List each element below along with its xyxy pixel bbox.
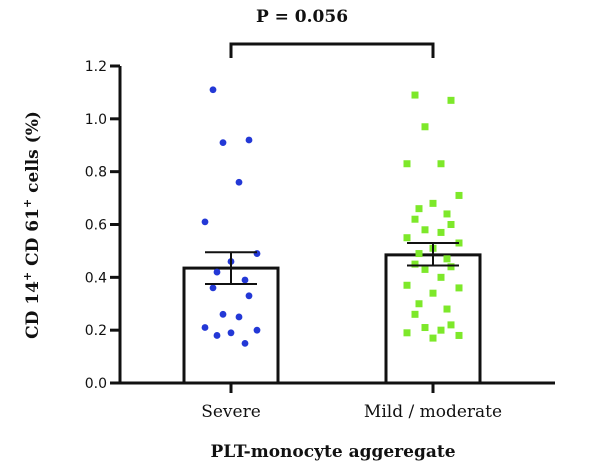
data-point-0-8 [241,276,249,284]
data-point-0-2 [219,139,227,147]
data-point-1-1 [447,96,455,104]
data-point-0-3 [235,178,243,186]
axes-layer [118,66,555,385]
category-labels: Severe Mild / moderate [201,383,502,422]
data-point-1-31 [403,329,411,337]
y-tick-label-5: 1.0 [85,112,107,128]
y-axis-title-part-2: CD 61 [23,208,43,272]
data-point-1-17 [443,255,451,263]
data-point-1-26 [443,305,451,313]
data-point-1-23 [455,284,463,292]
y-tick-label-2: 0.4 [85,270,107,286]
data-point-1-19 [447,263,455,271]
data-point-1-33 [429,334,437,342]
data-point-1-22 [403,281,411,289]
data-point-0-17 [241,339,249,347]
data-point-1-3 [437,160,445,168]
data-point-1-2 [421,123,429,131]
significance-bracket [229,42,435,58]
data-point-1-32 [455,331,463,339]
data-point-1-16 [415,250,423,258]
data-point-0-5 [253,250,261,257]
data-point-1-6 [429,199,437,207]
data-point-0-13 [201,324,209,331]
data-point-0-11 [219,310,227,318]
y-tick-label-3: 0.6 [85,218,107,234]
y-axis-title-part-3: cells (%) [23,111,43,199]
data-point-1-5 [455,191,463,199]
x-axis-title: PLT-monocyte aggeregate [210,442,455,462]
data-point-1-9 [411,215,419,223]
bar-0 [182,266,280,385]
data-point-1-24 [429,289,437,297]
data-point-1-25 [415,300,423,308]
x-tick-label-1: Mild / moderate [364,402,502,422]
y-tick-label-1: 0.2 [85,323,107,339]
x-tick-label-0: Severe [201,402,261,422]
data-point-0-10 [245,292,253,300]
bars-layer [182,253,482,385]
data-point-0-9 [209,284,217,292]
data-point-1-0 [411,91,419,99]
data-point-0-4 [201,218,209,226]
data-point-0-14 [253,326,261,334]
y-axis-title-sup-1: + [21,272,34,281]
data-point-0-12 [235,313,243,321]
data-point-0-0 [209,86,217,94]
data-point-1-21 [437,273,445,281]
y-axis-title-part-1: CD 14 [23,281,43,339]
data-point-0-1 [245,136,253,144]
bar-1 [384,253,482,385]
data-point-1-20 [421,265,429,273]
data-point-1-30 [437,326,445,334]
data-point-0-15 [227,329,235,337]
points-layer [201,86,463,347]
y-tick-label-0: 0.0 [85,376,107,392]
data-point-1-27 [411,310,419,318]
data-point-1-8 [443,210,451,218]
data-point-1-11 [421,226,429,234]
y-tick-label-6: 1.2 [85,59,107,75]
error-bars-layer [205,241,459,285]
data-point-1-12 [437,228,445,236]
data-point-1-4 [403,160,411,168]
data-point-1-10 [447,221,455,228]
y-axis-title: CD 14+ CD 61+ cells (%) [21,111,43,339]
data-point-1-28 [447,321,455,329]
data-point-1-29 [421,324,429,332]
data-point-1-13 [403,234,411,242]
data-point-0-7 [213,268,221,276]
y-tick-label-4: 0.8 [85,165,107,181]
y-axis-title-sup-2: + [21,199,34,208]
data-point-1-18 [411,260,419,268]
p-value-annotation: P = 0.056 [256,7,348,27]
y-axis-ticks: 0.0 0.2 0.4 0.6 0.8 1.0 1.2 [85,59,120,392]
data-point-0-16 [213,332,221,339]
data-point-1-7 [415,205,423,213]
